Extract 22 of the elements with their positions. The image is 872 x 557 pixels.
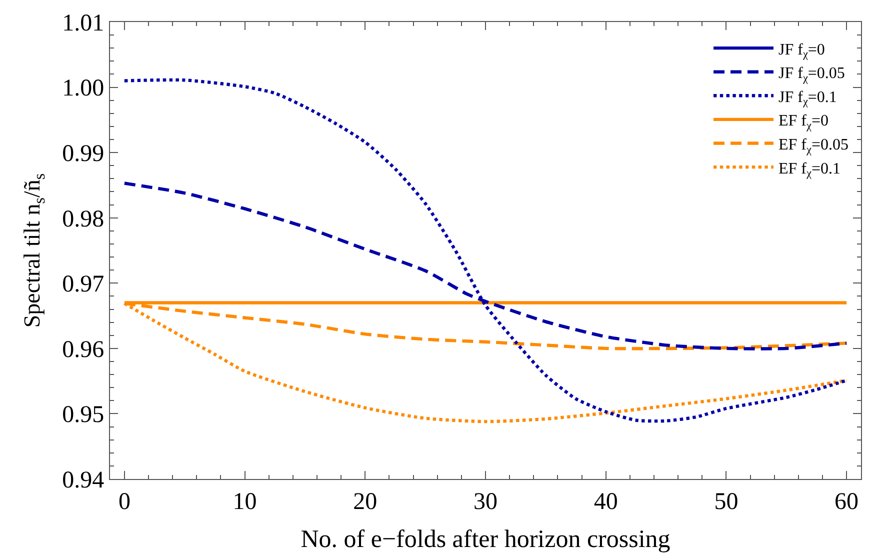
y-tick-label: 0.94 [62, 467, 104, 494]
y-tick-label: 0.96 [62, 336, 104, 363]
x-tick-label: 60 [834, 488, 859, 515]
x-tick-label: 20 [353, 488, 378, 515]
y-tick-label: 0.95 [62, 402, 104, 428]
x-tick-label: 10 [232, 488, 257, 515]
x-tick-label: 0 [118, 488, 130, 515]
legend-label: JF f$_{χ}$=0.05 [778, 65, 845, 84]
y-tick-label: 0.97 [62, 272, 104, 298]
x-tick-label: 30 [474, 488, 498, 515]
legend-label: EF f$_{χ}$=0.05 [778, 136, 848, 156]
legend-label: EF f$_{χ}$=0.1 [778, 160, 840, 180]
legend-label: JF f$_{χ}$=0.1 [778, 88, 837, 108]
x-axis-title: No. of e−folds after horizon crossing [300, 526, 671, 553]
y-tick-label: 0.98 [62, 206, 104, 232]
y-tick-label: 0.99 [62, 140, 104, 167]
legend-label: EF f$_{χ}$=0 [778, 112, 828, 132]
y-tick-label: 1.01 [62, 10, 104, 36]
legend-label: JF f$_{χ}$=0 [778, 41, 825, 61]
x-tick-label: 40 [594, 488, 618, 515]
x-tick-label: 50 [714, 488, 738, 515]
y-tick-label: 1.00 [62, 76, 104, 102]
